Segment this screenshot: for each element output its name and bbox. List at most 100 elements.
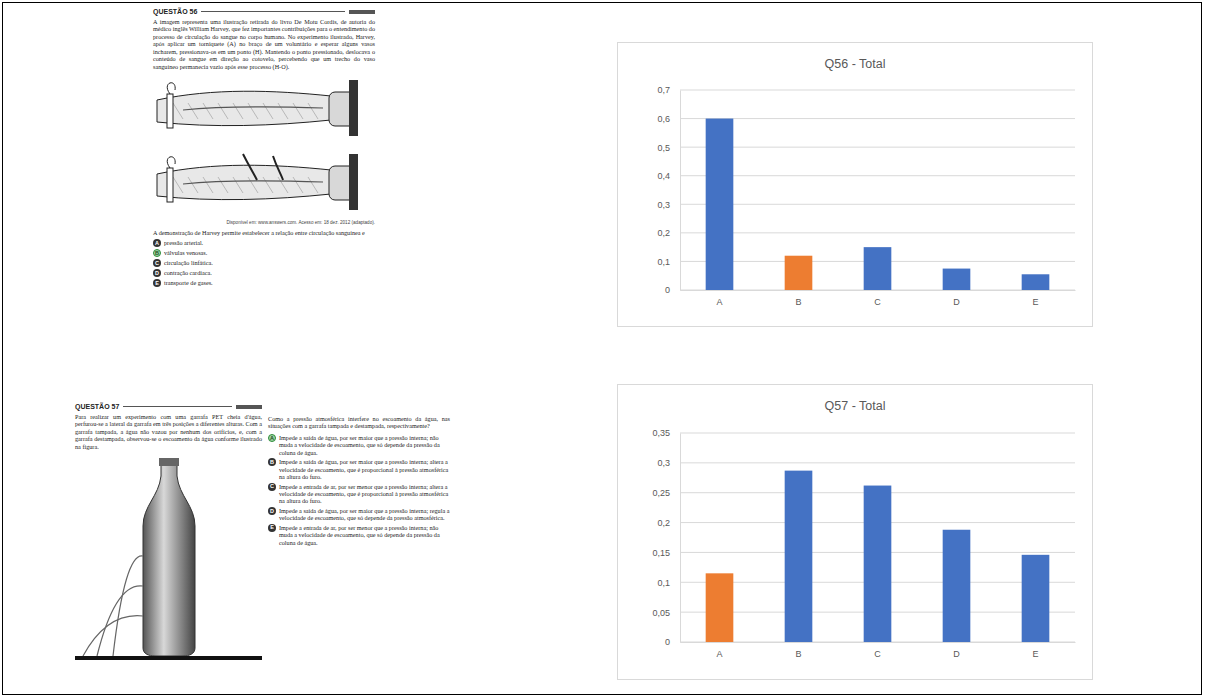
- grid-line: [680, 90, 1075, 91]
- option-letter: E: [268, 524, 276, 532]
- x-tick: E: [1032, 649, 1038, 659]
- question-panel: QUESTÃO 56A imagem representa uma ilustr…: [153, 8, 375, 289]
- finger: [273, 156, 283, 180]
- arm-shape: [157, 165, 331, 199]
- x-tick: A: [716, 649, 722, 659]
- staff: [349, 154, 358, 210]
- x-axis: A B C D E: [681, 291, 1076, 308]
- y-tick: 0,4: [657, 171, 680, 181]
- option-text: contração cardíaca.: [164, 269, 212, 276]
- y-tick: 0,3: [657, 200, 680, 210]
- arm-illustration: [153, 70, 375, 218]
- option: AImpede a saída de água, por ser maior q…: [268, 434, 450, 456]
- x-tick: C: [874, 297, 881, 307]
- question-header: QUESTÃO 57: [75, 403, 262, 410]
- grid-line: [680, 433, 1075, 434]
- y-tick: 0,7: [657, 85, 680, 95]
- bar: [785, 256, 813, 290]
- option-letter: A: [153, 239, 161, 247]
- bar: [706, 119, 734, 290]
- x-tick: D: [953, 649, 960, 659]
- water-jet: [83, 616, 143, 656]
- option-text: Impede a saída de água, por ser maior qu…: [279, 434, 450, 456]
- question-header: QUESTÃO 56: [153, 8, 375, 15]
- option-text: circulação linfática.: [164, 259, 213, 266]
- y-tick: 0,15: [652, 548, 680, 558]
- hatch: [308, 177, 318, 193]
- y-tick-label: 0: [665, 637, 670, 647]
- y-tick-label: 0,35: [652, 428, 670, 438]
- x-tick-label: E: [1032, 297, 1038, 307]
- option: Ccirculação linfática.: [153, 259, 375, 267]
- option-letter: B: [268, 458, 276, 466]
- x-tick-label: D: [953, 649, 960, 659]
- x-tick: E: [1032, 297, 1038, 307]
- knot: [167, 157, 175, 168]
- option: CImpede a entrada de ar, por ser menor q…: [268, 483, 450, 505]
- x-tick: B: [795, 649, 801, 659]
- option-letter: D: [153, 269, 161, 277]
- x-tick: A: [716, 297, 722, 307]
- y-axis: 00,10,20,30,40,50,60,7: [657, 85, 680, 295]
- x-tick-label: B: [795, 297, 801, 307]
- header-rule: [201, 11, 345, 12]
- x-tick-label: E: [1032, 649, 1038, 659]
- prompt: Como a pressão atmosférica interfere no …: [268, 415, 450, 430]
- header-rule: [123, 406, 232, 407]
- hatch: [263, 103, 273, 119]
- y-tick-label: 0,3: [657, 458, 670, 468]
- grid-line: [680, 232, 1075, 233]
- option-text: transporte de gases.: [164, 279, 213, 286]
- arm-shape: [157, 91, 331, 125]
- hatch: [248, 103, 258, 119]
- hatch: [218, 177, 228, 193]
- bar: [864, 247, 892, 290]
- x-tick-label: C: [874, 649, 881, 659]
- y-tick: 0,1: [657, 257, 680, 267]
- arm: [157, 154, 358, 210]
- grid-line: [680, 462, 1075, 463]
- option-text: Impede a saída de água, por ser maior qu…: [279, 458, 450, 480]
- x-axis-line: [681, 642, 1076, 643]
- x-tick-label: A: [716, 297, 722, 307]
- chart-title: Q56 - Total: [825, 57, 886, 71]
- bottle-illustration: [75, 456, 262, 661]
- y-tick-label: 0,1: [657, 578, 670, 588]
- x-axis: A B C D E: [681, 643, 1076, 660]
- x-tick: B: [795, 297, 801, 307]
- header-bar: [236, 405, 262, 409]
- knot: [167, 83, 175, 94]
- bars: [706, 119, 1050, 290]
- y-tick-label: 0,6: [657, 114, 670, 124]
- option-text: Impede a saída de água, por ser maior qu…: [279, 507, 450, 522]
- x-tick: D: [953, 297, 960, 307]
- option-letter: C: [153, 259, 161, 267]
- option-text: Impede a entrada de ar, por ser menor qu…: [279, 524, 450, 546]
- hatch: [218, 103, 228, 119]
- chart-title: Q57 - Total: [825, 399, 886, 413]
- hatch: [293, 177, 303, 193]
- header-bar: [349, 10, 375, 14]
- water-jet: [97, 586, 143, 656]
- stem: Para realizar um experimento com uma gar…: [75, 413, 262, 450]
- y-tick-label: 0,1: [657, 257, 670, 267]
- hatch: [203, 177, 213, 193]
- option: BImpede a saída de água, por ser maior q…: [268, 458, 450, 480]
- table: [75, 656, 262, 660]
- option: Etransporte de gases.: [153, 279, 375, 287]
- caption: Disponível em: www.answers.com. Acesso e…: [153, 220, 375, 226]
- staff: [349, 80, 358, 136]
- y-tick-label: 0,15: [652, 548, 670, 558]
- bottle: [143, 464, 195, 656]
- hatch: [293, 103, 303, 119]
- y-tick: 0,1: [657, 578, 680, 588]
- vein: [183, 107, 323, 110]
- option-letter: A: [268, 434, 276, 442]
- y-axis: 00,050,10,150,20,250,30,35: [652, 428, 680, 647]
- hatch: [173, 103, 183, 119]
- header-text: QUESTÃO 57: [75, 403, 119, 410]
- y-tick: 0,25: [652, 488, 680, 498]
- right-column: Como a pressão atmosférica interfere no …: [268, 403, 450, 661]
- option-letter: C: [268, 483, 276, 491]
- option: Dcontração cardíaca.: [153, 269, 375, 277]
